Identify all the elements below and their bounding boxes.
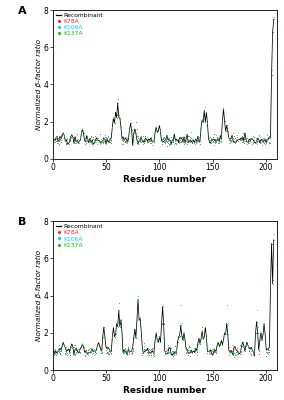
X-axis label: Residue number: Residue number — [123, 386, 206, 395]
Text: A: A — [18, 6, 26, 16]
Text: B: B — [18, 217, 26, 227]
Legend: Recombinant, K78A, K106A, K137A: Recombinant, K78A, K106A, K137A — [55, 12, 104, 37]
Y-axis label: Normalized β-factor ratio: Normalized β-factor ratio — [36, 250, 42, 341]
X-axis label: Residue number: Residue number — [123, 175, 206, 184]
Legend: Recombinant, K78A, K106A, K137A: Recombinant, K78A, K106A, K137A — [55, 224, 104, 248]
Y-axis label: Normalized β-factor ratio: Normalized β-factor ratio — [36, 39, 42, 130]
